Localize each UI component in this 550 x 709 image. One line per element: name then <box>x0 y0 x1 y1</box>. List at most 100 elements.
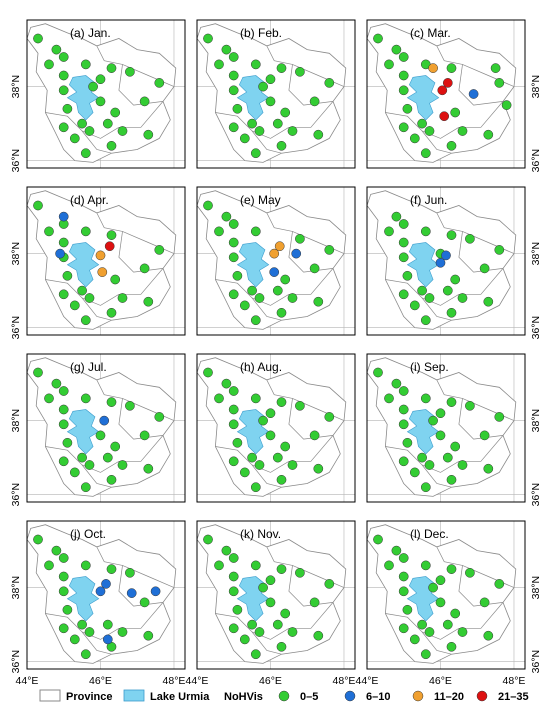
province-boundary <box>81 297 112 321</box>
province-boundary <box>385 602 504 640</box>
panel-frame <box>26 19 186 169</box>
map-panel-feb: (b) Feb. <box>196 19 356 169</box>
station-marker <box>80 393 91 404</box>
station-marker <box>58 586 69 597</box>
station-marker <box>228 252 239 263</box>
station-marker <box>214 560 224 571</box>
station-marker <box>84 627 95 637</box>
station-marker <box>465 400 475 411</box>
panel-frame <box>26 353 186 503</box>
station-marker <box>402 604 413 615</box>
station-marker <box>276 564 287 574</box>
station-marker <box>324 245 335 255</box>
station-marker <box>479 263 490 274</box>
province-boundary <box>421 631 452 655</box>
panel-title: (a) Jan. <box>70 26 111 40</box>
station-marker <box>446 564 457 574</box>
station-marker <box>483 296 494 307</box>
station-marker <box>265 408 276 419</box>
station-marker <box>62 604 73 615</box>
station-marker <box>280 608 291 619</box>
station-marker <box>287 460 298 470</box>
y-tick-label: 36°N <box>10 149 22 172</box>
station-marker <box>424 460 435 470</box>
legend-province-label: Province <box>66 691 112 703</box>
map-panel-oct: (j) Oct. 44°E 46°E 48°E 36°N 38°N <box>10 520 186 687</box>
map-panel-may: (e) May <box>196 186 356 336</box>
station-marker <box>228 404 239 415</box>
station-marker <box>479 597 490 608</box>
y-tick-label: 38°N <box>530 409 542 432</box>
province-boundary <box>385 268 504 306</box>
station-marker <box>58 419 69 430</box>
province-boundary <box>458 64 504 106</box>
station-marker <box>276 63 287 73</box>
station-marker <box>494 78 505 88</box>
station-marker <box>102 619 113 630</box>
y-tick-label: 36°N <box>530 650 542 673</box>
station-marker <box>398 553 409 563</box>
station-marker <box>247 118 257 129</box>
station-marker <box>250 393 261 404</box>
station-marker <box>102 452 113 463</box>
province-boundary <box>421 130 452 154</box>
station-marker <box>106 307 117 318</box>
station-marker <box>106 564 117 574</box>
y-tick-label: 38°N <box>10 409 22 432</box>
lake-urmia <box>66 409 100 455</box>
station-marker <box>110 107 121 118</box>
station-marker <box>254 293 265 303</box>
map-panel-jun: (f) Jun. 36°N 38°N <box>366 186 542 339</box>
station-marker <box>44 226 54 237</box>
station-marker <box>295 567 305 578</box>
station-marker <box>384 59 394 70</box>
station-marker <box>117 460 128 470</box>
station-marker <box>373 367 383 378</box>
panel-title: (b) Feb. <box>240 26 282 40</box>
station-marker <box>420 560 431 571</box>
panel-frame <box>196 19 356 169</box>
station-marker <box>428 415 438 426</box>
station-marker <box>69 467 80 478</box>
province-boundary <box>215 602 334 640</box>
station-marker <box>33 33 43 44</box>
station-marker <box>313 463 324 474</box>
station-marker <box>221 44 232 55</box>
station-marker <box>250 59 261 70</box>
legend-province-swatch <box>39 689 61 702</box>
station-marker <box>420 148 431 159</box>
map-panel-sep: (i) Sep. 36°N 38°N <box>366 353 542 506</box>
province-boundary <box>385 435 504 473</box>
station-marker <box>272 118 283 129</box>
station-marker <box>239 467 250 478</box>
station-marker <box>154 412 165 422</box>
x-tick-label: 46°E <box>429 675 452 687</box>
province-boundary <box>81 130 112 154</box>
station-marker <box>465 567 475 578</box>
station-marker <box>58 70 69 81</box>
province-boundary <box>251 130 282 154</box>
station-marker <box>291 248 302 259</box>
station-marker <box>446 140 457 151</box>
x-tick-label: 48°E <box>163 675 186 687</box>
station-marker <box>446 474 457 485</box>
legend-marker-21-35 <box>476 690 488 702</box>
map-panel-aug: (h) Aug. <box>196 353 356 503</box>
station-marker <box>398 404 409 415</box>
lake-urmia <box>236 242 270 288</box>
station-marker <box>33 200 43 211</box>
station-marker <box>33 367 43 378</box>
lake-urmia <box>406 75 440 121</box>
x-tick-label: 48°E <box>333 675 356 687</box>
station-marker <box>77 452 87 463</box>
station-marker <box>276 140 287 151</box>
panel-title: (k) Nov. <box>240 527 281 541</box>
station-marker <box>58 211 69 222</box>
station-marker <box>420 226 431 237</box>
station-marker <box>228 122 239 133</box>
station-marker <box>44 59 54 70</box>
station-marker <box>95 96 106 107</box>
station-marker <box>62 103 73 114</box>
station-marker <box>269 267 280 277</box>
